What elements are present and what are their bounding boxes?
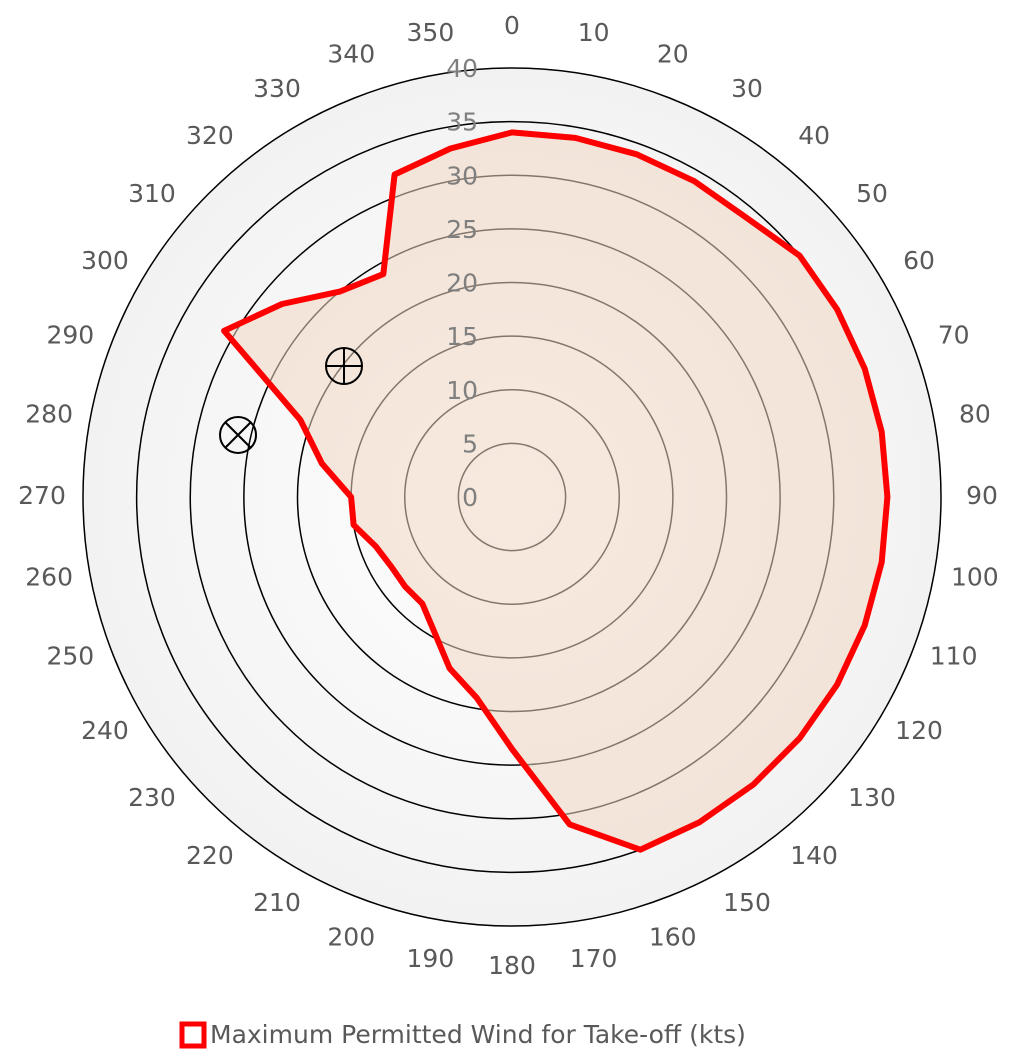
- angle-label: 130: [848, 783, 896, 812]
- angle-label: 10: [578, 18, 610, 47]
- radial-tick-label: 30: [446, 161, 478, 190]
- angle-label: 240: [81, 716, 129, 745]
- angle-label: 250: [46, 642, 94, 671]
- angle-label: 110: [930, 642, 978, 671]
- angle-label: 160: [649, 923, 697, 952]
- angle-label: 180: [488, 951, 536, 980]
- angle-label: 40: [798, 121, 830, 150]
- radial-tick-label: 35: [446, 108, 478, 137]
- angle-label: 30: [731, 74, 763, 103]
- angle-label: 260: [25, 563, 73, 592]
- series: [221, 129, 891, 853]
- angle-label: 170: [570, 944, 618, 973]
- series-area: [221, 129, 891, 853]
- angle-label: 150: [723, 888, 771, 917]
- angle-label: 0: [504, 11, 520, 40]
- marker-plus: [325, 347, 363, 385]
- angle-label: 60: [903, 246, 935, 275]
- angle-label: 140: [790, 841, 838, 870]
- angle-label: 270: [18, 481, 66, 510]
- legend-label: Maximum Permitted Wind for Take-off (kts…: [210, 1020, 746, 1049]
- angle-label: 20: [657, 39, 689, 68]
- radial-tick-label: 10: [446, 376, 478, 405]
- radial-tick-label: 20: [446, 269, 478, 298]
- radial-tick-label: 5: [462, 429, 478, 458]
- angle-label: 70: [938, 320, 970, 349]
- marker-cross: [219, 416, 257, 454]
- angle-label: 210: [253, 888, 301, 917]
- angle-label: 90: [966, 481, 998, 510]
- angle-label: 80: [959, 399, 991, 428]
- labels: 0 5 10 15 20 25 30 35 40 0 10 20 30 40 50 60 70 80 90 100 11…: [18, 11, 999, 980]
- angle-label: 340: [327, 39, 375, 68]
- angle-label: 200: [327, 923, 375, 952]
- angle-label: 100: [951, 563, 999, 592]
- radial-tick-label: 15: [446, 322, 478, 351]
- angle-label: 310: [128, 179, 176, 208]
- angle-label: 230: [128, 783, 176, 812]
- angle-label: 290: [46, 320, 94, 349]
- angle-label: 120: [895, 716, 943, 745]
- angle-label: 320: [186, 121, 234, 150]
- radial-tick-label: 40: [446, 54, 478, 83]
- angle-label: 190: [407, 944, 455, 973]
- angle-label: 50: [856, 179, 888, 208]
- angle-label: 350: [407, 18, 455, 47]
- angle-label: 330: [253, 74, 301, 103]
- angle-label: 220: [186, 841, 234, 870]
- radial-tick-label: 25: [446, 215, 478, 244]
- angle-label: 300: [81, 246, 129, 275]
- grid-ring: [82, 67, 942, 927]
- legend-swatch: [179, 1021, 207, 1049]
- angle-label: 280: [25, 399, 73, 428]
- radial-tick-label: 0: [462, 483, 478, 512]
